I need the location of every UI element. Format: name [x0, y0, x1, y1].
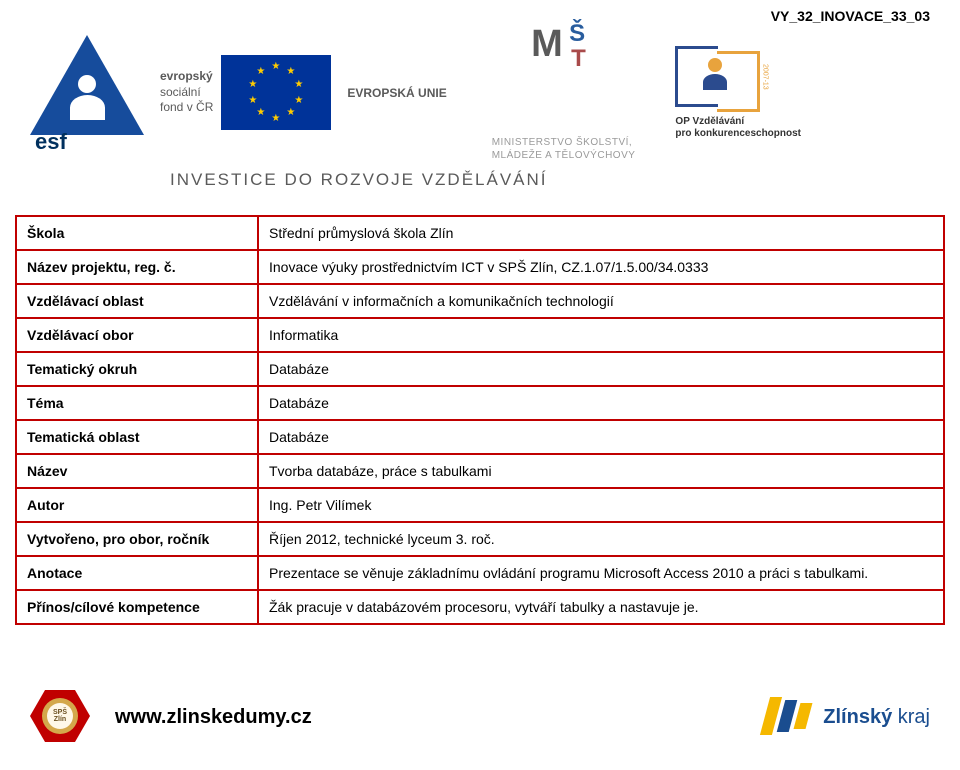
row-label: Tematická oblast — [16, 420, 258, 454]
row-value: Střední průmyslová škola Zlín — [258, 216, 944, 250]
row-value: Databáze — [258, 420, 944, 454]
row-value: Informatika — [258, 318, 944, 352]
table-row: Vzdělávací oblastVzdělávání v informační… — [16, 284, 944, 318]
table-row: AnotacePrezentace se věnuje základnímu o… — [16, 556, 944, 590]
esf-label: esf — [35, 129, 67, 155]
row-value: Vzdělávání v informačních a komunikačníc… — [258, 284, 944, 318]
row-label: Tematický okruh — [16, 352, 258, 386]
eu-flag-icon: ★ ★ ★ ★ ★ ★ ★ ★ ★ ★ — [221, 55, 331, 130]
table-row: Tematická oblastDatabáze — [16, 420, 944, 454]
document-code: VY_32_INOVACE_33_03 — [771, 8, 930, 24]
zlin-text: Zlínský kraj — [823, 706, 930, 729]
table-row: Tematický okruhDatabáze — [16, 352, 944, 386]
row-label: Vzdělávací obor — [16, 318, 258, 352]
row-label: Vytvořeno, pro obor, ročník — [16, 522, 258, 556]
row-label: Autor — [16, 488, 258, 522]
row-value: Tvorba databáze, práce s tabulkami — [258, 454, 944, 488]
table-row: Vytvořeno, pro obor, ročníkŘíjen 2012, t… — [16, 522, 944, 556]
sps-logo-icon: SPŠ Zlín — [30, 680, 95, 755]
eu-fund-text: evropský sociální fond v ČR — [160, 69, 213, 116]
op-logo-icon: 2007-13 — [675, 46, 760, 111]
zlin-region-logo: Zlínský kraj — [765, 697, 930, 739]
row-value: Inovace výuky prostřednictvím ICT v SPŠ … — [258, 250, 944, 284]
row-label: Přínos/cílové kompetence — [16, 590, 258, 624]
row-label: Anotace — [16, 556, 258, 590]
eu-union-label: EVROPSKÁ UNIE — [347, 86, 446, 100]
invest-headline: INVESTICE DO ROZVOJE VZDĚLÁVÁNÍ — [170, 170, 548, 190]
ministry-block: M Š T MINISTERSTVO ŠKOLSTVÍ, MLÁDEŽE A T… — [492, 23, 636, 162]
logos-banner: esf evropský sociální fond v ČR ★ ★ ★ ★ … — [30, 35, 930, 150]
row-label: Vzdělávací oblast — [16, 284, 258, 318]
eu-block: evropský sociální fond v ČR ★ ★ ★ ★ ★ ★ … — [160, 55, 447, 130]
table-row: ŠkolaStřední průmyslová škola Zlín — [16, 216, 944, 250]
table-row: Název projektu, reg. č.Inovace výuky pro… — [16, 250, 944, 284]
table-row: Vzdělávací oborInformatika — [16, 318, 944, 352]
table-row: AutorIng. Petr Vilímek — [16, 488, 944, 522]
footer-logos: SPŠ Zlín www.zlinskedumy.cz Zlínský kraj — [30, 680, 930, 755]
row-value: Databáze — [258, 352, 944, 386]
table-row: NázevTvorba databáze, práce s tabulkami — [16, 454, 944, 488]
row-label: Téma — [16, 386, 258, 420]
row-label: Škola — [16, 216, 258, 250]
table-row: Přínos/cílové kompetenceŽák pracuje v da… — [16, 590, 944, 624]
info-table: ŠkolaStřední průmyslová škola ZlínNázev … — [15, 215, 945, 625]
ministry-logo-icon: M Š T — [531, 23, 596, 78]
row-label: Název projektu, reg. č. — [16, 250, 258, 284]
row-value: Databáze — [258, 386, 944, 420]
ministry-text: MINISTERSTVO ŠKOLSTVÍ, MLÁDEŽE A TĚLOVÝC… — [492, 136, 636, 162]
website-url: www.zlinskedumy.cz — [115, 706, 312, 729]
row-value: Říjen 2012, technické lyceum 3. roč. — [258, 522, 944, 556]
row-label: Název — [16, 454, 258, 488]
row-value: Žák pracuje v databázovém procesoru, vyt… — [258, 590, 944, 624]
row-value: Prezentace se věnuje základnímu ovládání… — [258, 556, 944, 590]
op-block: 2007-13 OP Vzdělávání pro konkurencescho… — [675, 46, 801, 140]
row-value: Ing. Petr Vilímek — [258, 488, 944, 522]
op-text: OP Vzdělávání pro konkurenceschopnost — [675, 116, 801, 140]
esf-logo: esf — [30, 35, 145, 150]
table-row: TémaDatabáze — [16, 386, 944, 420]
zlin-stripes-icon — [765, 697, 813, 739]
